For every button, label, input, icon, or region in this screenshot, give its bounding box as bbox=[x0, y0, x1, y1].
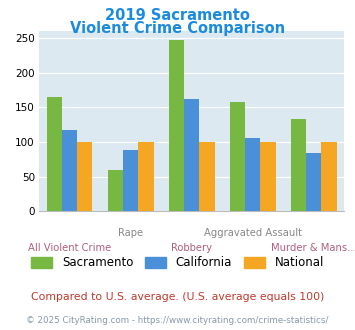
Bar bbox=[306, 153, 322, 211]
Text: Robbery: Robbery bbox=[171, 243, 212, 253]
Bar bbox=[245, 138, 261, 211]
Text: Violent Crime Comparison: Violent Crime Comparison bbox=[70, 21, 285, 36]
Bar bbox=[123, 150, 138, 211]
Bar bbox=[322, 142, 337, 211]
Bar bbox=[62, 130, 77, 211]
Bar bbox=[184, 99, 200, 211]
Bar bbox=[169, 40, 184, 211]
Text: 2019 Sacramento: 2019 Sacramento bbox=[105, 8, 250, 23]
Bar bbox=[138, 142, 153, 211]
Bar bbox=[230, 102, 245, 211]
Legend: Sacramento, California, National: Sacramento, California, National bbox=[26, 252, 329, 274]
Text: All Violent Crime: All Violent Crime bbox=[28, 243, 111, 253]
Bar bbox=[108, 170, 123, 211]
Text: Compared to U.S. average. (U.S. average equals 100): Compared to U.S. average. (U.S. average … bbox=[31, 292, 324, 302]
Text: © 2025 CityRating.com - https://www.cityrating.com/crime-statistics/: © 2025 CityRating.com - https://www.city… bbox=[26, 316, 329, 325]
Bar bbox=[77, 142, 92, 211]
Text: Murder & Mans...: Murder & Mans... bbox=[271, 243, 355, 253]
Bar bbox=[47, 97, 62, 211]
Bar bbox=[291, 119, 306, 211]
Text: Aggravated Assault: Aggravated Assault bbox=[204, 228, 302, 238]
Bar bbox=[261, 142, 275, 211]
Text: Rape: Rape bbox=[118, 228, 143, 238]
Bar bbox=[200, 142, 214, 211]
